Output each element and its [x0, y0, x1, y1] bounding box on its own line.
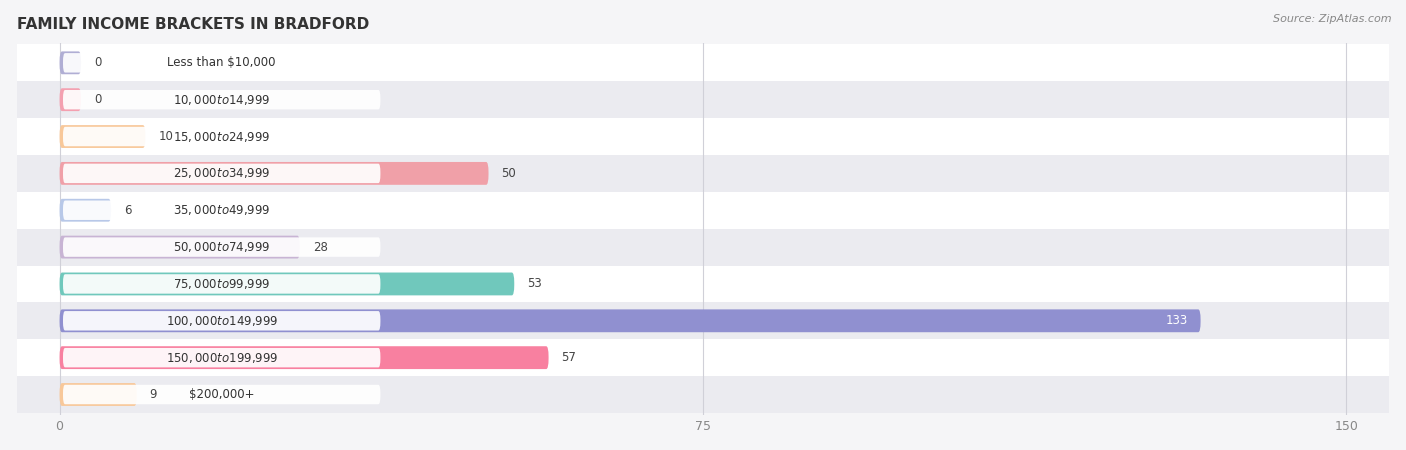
- Text: $50,000 to $74,999: $50,000 to $74,999: [173, 240, 270, 254]
- Text: Less than $10,000: Less than $10,000: [167, 56, 276, 69]
- FancyBboxPatch shape: [63, 201, 381, 220]
- Text: 133: 133: [1166, 314, 1188, 327]
- FancyBboxPatch shape: [59, 88, 82, 111]
- Text: $100,000 to $149,999: $100,000 to $149,999: [166, 314, 278, 328]
- Text: $10,000 to $14,999: $10,000 to $14,999: [173, 93, 270, 107]
- FancyBboxPatch shape: [63, 274, 381, 294]
- Text: FAMILY INCOME BRACKETS IN BRADFORD: FAMILY INCOME BRACKETS IN BRADFORD: [17, 17, 368, 32]
- Bar: [17, 339, 1389, 376]
- Text: $75,000 to $99,999: $75,000 to $99,999: [173, 277, 270, 291]
- Bar: [17, 192, 1389, 229]
- FancyBboxPatch shape: [59, 273, 515, 295]
- FancyBboxPatch shape: [63, 348, 381, 367]
- Bar: [17, 155, 1389, 192]
- Text: 0: 0: [94, 93, 101, 106]
- FancyBboxPatch shape: [63, 53, 381, 72]
- Text: $25,000 to $34,999: $25,000 to $34,999: [173, 166, 270, 180]
- Bar: [17, 376, 1389, 413]
- FancyBboxPatch shape: [63, 311, 381, 330]
- Bar: [17, 266, 1389, 302]
- Text: $200,000+: $200,000+: [188, 388, 254, 401]
- Bar: [17, 45, 1389, 81]
- Text: 10: 10: [159, 130, 173, 143]
- Text: 6: 6: [124, 204, 131, 217]
- FancyBboxPatch shape: [63, 164, 381, 183]
- Bar: [17, 302, 1389, 339]
- Bar: [17, 229, 1389, 266]
- FancyBboxPatch shape: [63, 385, 381, 404]
- Text: 53: 53: [527, 278, 541, 290]
- Text: $35,000 to $49,999: $35,000 to $49,999: [173, 203, 270, 217]
- FancyBboxPatch shape: [59, 236, 299, 258]
- Text: 57: 57: [561, 351, 576, 364]
- Text: 50: 50: [502, 167, 516, 180]
- Text: 0: 0: [94, 56, 101, 69]
- FancyBboxPatch shape: [59, 125, 145, 148]
- FancyBboxPatch shape: [59, 51, 82, 74]
- FancyBboxPatch shape: [63, 90, 381, 109]
- Text: 28: 28: [312, 241, 328, 254]
- FancyBboxPatch shape: [63, 238, 381, 257]
- FancyBboxPatch shape: [63, 127, 381, 146]
- FancyBboxPatch shape: [59, 162, 488, 185]
- Text: $150,000 to $199,999: $150,000 to $199,999: [166, 351, 278, 364]
- FancyBboxPatch shape: [59, 346, 548, 369]
- Bar: [17, 81, 1389, 118]
- Bar: [17, 118, 1389, 155]
- Text: $15,000 to $24,999: $15,000 to $24,999: [173, 130, 270, 144]
- FancyBboxPatch shape: [59, 310, 1201, 332]
- Text: Source: ZipAtlas.com: Source: ZipAtlas.com: [1274, 14, 1392, 23]
- FancyBboxPatch shape: [59, 383, 136, 406]
- FancyBboxPatch shape: [59, 199, 111, 222]
- Text: 9: 9: [149, 388, 157, 401]
